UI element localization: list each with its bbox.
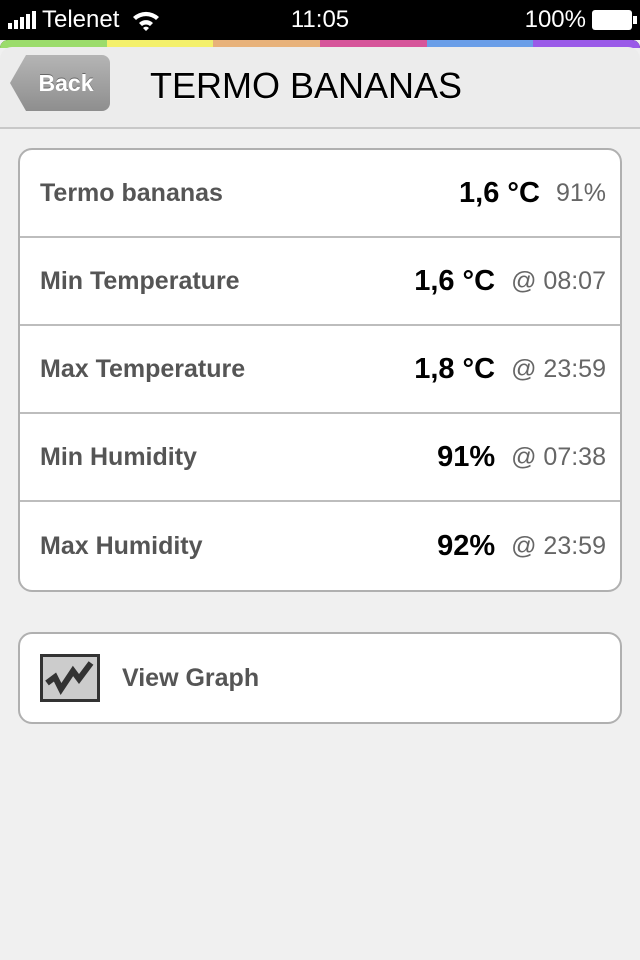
readings-list: Termo bananas 1,6 °C 91% Min Temperature 1,… [18,148,622,592]
row-value: 1,6 °C [414,264,496,297]
stripe-segment [0,40,107,48]
row-value: 1,8 °C [414,352,496,385]
row-sub: @ 23:59 [511,354,606,383]
battery-icon [592,10,637,30]
battery-percent: 100% [524,6,586,33]
list-item: Min Humidity 91% @ 07:38 [20,414,620,502]
list-item: Min Temperature 1,6 °C @ 08:07 [20,238,620,326]
view-graph-group: View Graph [18,632,622,724]
list-item: Termo bananas 1,6 °C 91% [20,150,620,238]
view-graph-label: View Graph [122,663,260,692]
row-label: Min Humidity [40,442,197,471]
status-bar: Telenet 11:05 100% [0,0,640,40]
row-label: Max Humidity [40,531,203,560]
row-value: 92% [437,529,496,562]
row-sub: 91% [555,178,606,207]
wifi-icon [133,11,160,31]
line-chart-icon [40,654,100,702]
list-item: Max Temperature 1,8 °C @ 23:59 [20,326,620,414]
row-sub: @ 07:38 [511,442,606,471]
row-label: Max Temperature [40,354,246,383]
signal-icon [8,11,36,29]
page-title: TERMO BANANAS [150,65,463,106]
row-sub: @ 23:59 [511,531,606,560]
stripe-segment [426,40,534,48]
carrier: Telenet [42,6,120,33]
stripe-segment [533,40,640,48]
stripe-segment [106,40,214,48]
row-label: Min Temperature [40,266,240,295]
color-stripe [0,40,640,48]
view-graph-button[interactable]: View Graph [20,634,620,722]
list-item: Max Humidity 92% @ 23:59 [20,502,620,590]
stripe-segment [320,40,427,48]
row-value: 1,6 °C [459,176,540,209]
row-label: Termo bananas [40,178,223,207]
row-sub: @ 08:07 [511,266,606,295]
stripe-segment [213,40,321,48]
nav-bar: Back TERMO BANANAS [0,47,640,129]
back-button[interactable]: Back [10,55,110,111]
row-value: 91% [437,440,496,473]
